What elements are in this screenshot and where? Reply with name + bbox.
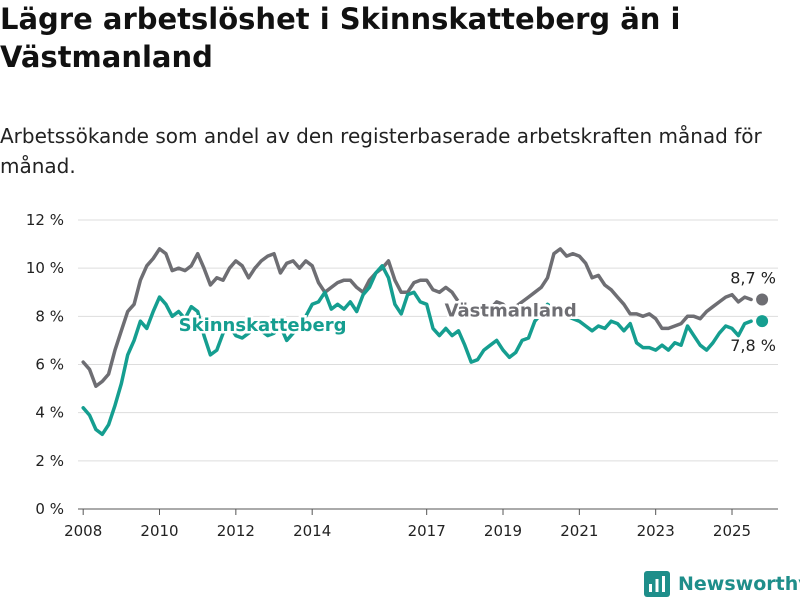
series-layer (81, 247, 769, 437)
x-tick-label: 2019 (484, 522, 522, 540)
y-tick-label: 12 % (26, 211, 64, 229)
x-tick-label: 2021 (560, 522, 598, 540)
axis-layer: 0 % 2 % 4 % 6 % 8 % 10 % 12 % 2008 2010 2012 2014 2… (26, 211, 751, 540)
brand-name: Newsworthy (678, 573, 800, 595)
x-tick-label: 2017 (408, 522, 446, 540)
x-tick-label: 2012 (217, 522, 255, 540)
chart-subtitle: Arbetssökande som andel av den registerb… (0, 124, 762, 178)
y-tick-label: 8 % (35, 307, 64, 325)
vastmanland-series-label: Västmanland (445, 300, 577, 321)
label-layer: Västmanland Skinnskatteberg 8,7 % 7,8 % (176, 266, 778, 357)
x-tick-label: 2025 (713, 522, 751, 540)
skinnskatteberg-end-label: 7,8 % (730, 336, 776, 355)
newsworthy-logo-icon (644, 571, 670, 597)
x-tick-label: 2010 (140, 522, 178, 540)
skinnskatteberg-series-label: Skinnskatteberg (179, 315, 347, 336)
line-chart: 0 % 2 % 4 % 6 % 8 % 10 % 12 % 2008 2010 2012 2014 2… (26, 211, 778, 540)
grid-layer (78, 219, 778, 510)
y-tick-label: 4 % (35, 404, 64, 422)
y-tick-label: 0 % (35, 500, 64, 518)
y-tick-label: 2 % (35, 452, 64, 470)
vastmanland-end-point (756, 293, 769, 306)
y-tick-label: 6 % (35, 356, 64, 374)
vastmanland-end-label: 8,7 % (730, 268, 776, 287)
newsworthy-brand: Newsworthy (644, 569, 800, 599)
vastmanland-line (81, 247, 753, 388)
y-tick-label: 10 % (26, 259, 64, 277)
skinnskatteberg-line (81, 264, 753, 437)
chart-title: Lägre arbetslöshet i Skinnskatteberg än … (0, 2, 681, 74)
x-tick-label: 2023 (637, 522, 675, 540)
x-tick-label: 2014 (293, 522, 331, 540)
skinnskatteberg-end-point (756, 315, 769, 328)
x-tick-label: 2008 (64, 522, 102, 540)
